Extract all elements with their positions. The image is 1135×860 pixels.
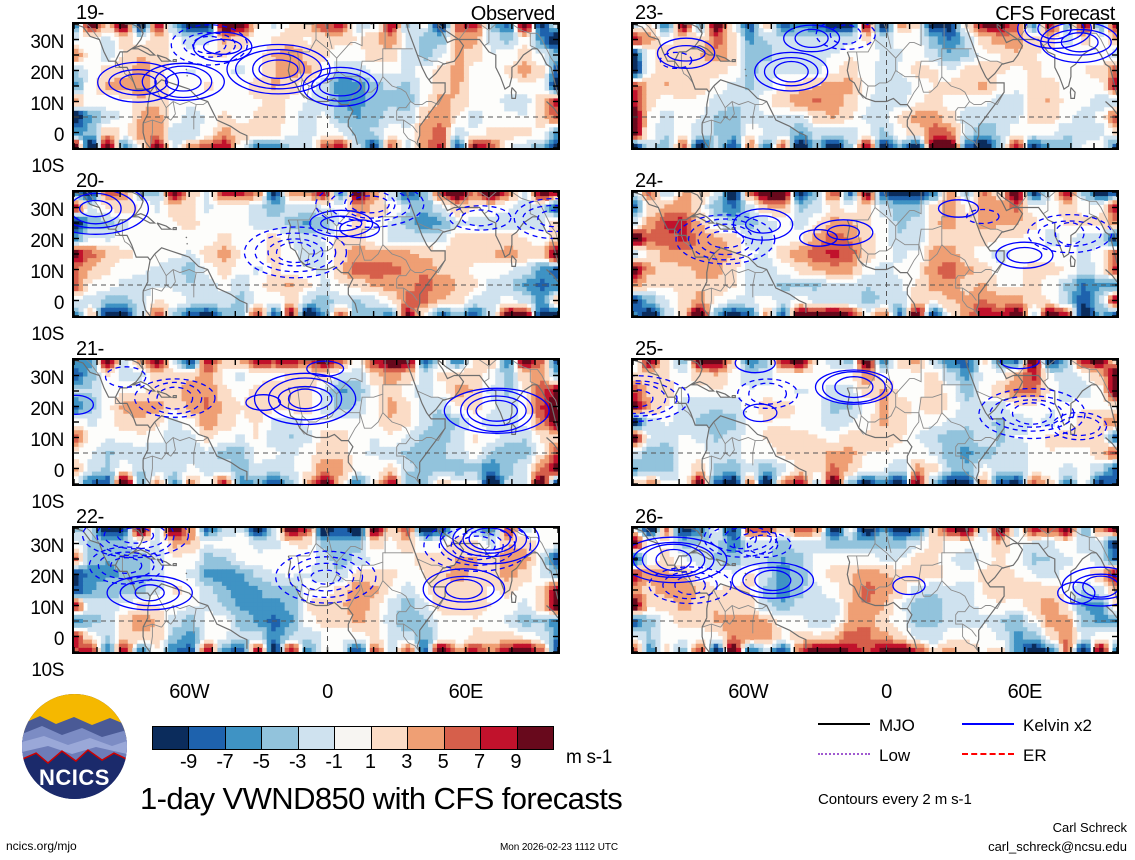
colorbar-tick-label: 1 — [364, 751, 376, 773]
map-24-feb — [631, 190, 1119, 318]
colorbar-tick-label: -1 — [325, 751, 343, 773]
site-url[interactable]: ncics.org/mjo — [6, 839, 77, 853]
colorbar-tick-label: -7 — [216, 751, 234, 773]
x-tick-label: 60W — [728, 681, 769, 703]
colorbar-segment — [480, 727, 517, 749]
y-tick-label: 30N — [30, 200, 64, 221]
colorbar-segment — [407, 727, 444, 749]
x-tick-label: 60W — [169, 681, 210, 703]
map-21-feb — [72, 358, 560, 486]
map-23-feb — [631, 22, 1119, 150]
colorbar-segment — [188, 727, 225, 749]
map-25-feb — [631, 358, 1119, 486]
colorbar-tick-label: 9 — [510, 751, 521, 773]
y-tick-label: 30N — [30, 32, 64, 53]
legend-line-swatch — [962, 722, 1014, 725]
colorbar-tick-label: 5 — [437, 751, 449, 773]
y-tick-label: 10S — [31, 492, 64, 513]
y-tick-label: 20N — [30, 567, 64, 588]
colorbar-units-label: m s-1 — [566, 747, 613, 768]
y-tick-label: 10N — [30, 94, 64, 115]
x-tick-label: 0 — [881, 681, 892, 703]
legend-label: Kelvin x2 — [1023, 716, 1092, 736]
x-tick-label: 60E — [1007, 681, 1043, 703]
y-tick-label: 0 — [53, 629, 65, 650]
legend-label: ER — [1023, 746, 1047, 766]
y-tick-label: 0 — [53, 461, 65, 482]
y-tick-label: 30N — [30, 368, 64, 389]
timestamp: Mon 2026-02-23 1112 UTC — [500, 842, 618, 853]
column-header-forecast: CFS Forecast — [995, 3, 1115, 25]
colorbar — [152, 726, 554, 750]
legend-line-swatch — [818, 752, 870, 755]
legend-label: MJO — [879, 716, 915, 736]
colorbar-segment — [261, 727, 298, 749]
colorbar-segment — [153, 727, 189, 749]
author-name: Carl Schreck — [1052, 820, 1127, 835]
colorbar-tick-label: -9 — [179, 751, 197, 773]
y-tick-label: 10S — [31, 156, 64, 177]
y-tick-label: 10S — [31, 324, 64, 345]
legend-item-er: ER — [962, 746, 1047, 764]
contour-interval-note: Contours every 2 m s-1 — [818, 791, 972, 808]
colorbar-tick-label: -5 — [252, 751, 270, 773]
y-tick-label: 20N — [30, 63, 64, 84]
y-tick-label: 20N — [30, 231, 64, 252]
colorbar-tick-label: 3 — [401, 751, 412, 773]
legend-item-kelvin-x2: Kelvin x2 — [962, 716, 1092, 734]
legend-line-swatch — [818, 722, 870, 725]
map-26-feb — [631, 526, 1119, 654]
x-tick-label: 0 — [322, 681, 333, 703]
map-19-feb — [72, 22, 560, 150]
colorbar-segment — [516, 727, 553, 749]
colorbar-segment — [443, 727, 481, 749]
colorbar-tick-label: 7 — [473, 751, 485, 773]
y-tick-label: 10N — [30, 262, 64, 283]
colorbar-segment — [224, 727, 262, 749]
y-tick-label: 10N — [30, 430, 64, 451]
page-title: 1-day VWND850 with CFS forecasts — [140, 781, 623, 816]
legend-item-low: Low — [818, 746, 910, 764]
legend-line-swatch — [962, 752, 1014, 755]
map-22-feb — [72, 526, 560, 654]
column-header-observed: Observed — [470, 3, 556, 25]
y-tick-label: 10S — [31, 660, 64, 681]
y-tick-label: 0 — [53, 293, 65, 314]
x-tick-label: 60E — [448, 681, 484, 703]
map-20-feb — [72, 190, 560, 318]
y-tick-label: 30N — [30, 536, 64, 557]
colorbar-segment — [334, 727, 371, 749]
legend-label: Low — [879, 746, 911, 766]
author-email[interactable]: carl_schreck@ncsu.edu — [988, 839, 1127, 854]
colorbar-segment — [370, 727, 408, 749]
y-tick-label: 10N — [30, 598, 64, 619]
legend-item-mjo: MJO — [818, 716, 915, 734]
colorbar-segment — [297, 727, 335, 749]
y-tick-label: 0 — [53, 125, 65, 146]
y-tick-label: 20N — [30, 399, 64, 420]
colorbar-tick-label: -3 — [289, 751, 306, 773]
ncics-logo: NCICS — [22, 694, 127, 799]
